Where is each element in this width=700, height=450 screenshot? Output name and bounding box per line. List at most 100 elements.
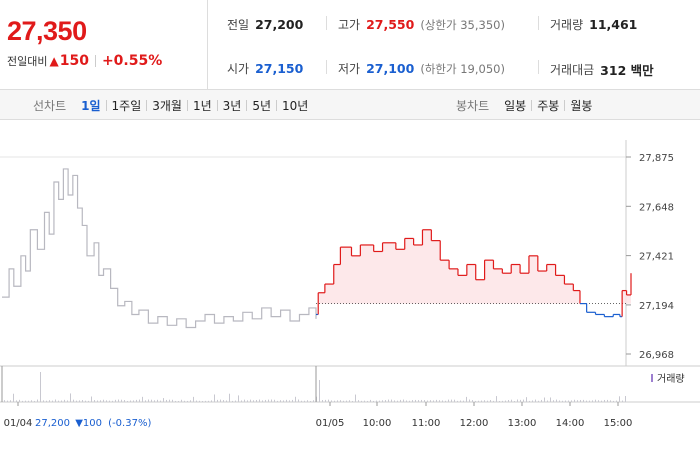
volume-bar (604, 399, 605, 402)
volume-bar (19, 399, 20, 402)
volume-bar (349, 400, 350, 402)
volume-bar (481, 400, 482, 402)
volume-bar (571, 400, 572, 402)
volume-bar (211, 400, 212, 402)
x-tick-label: 01/04 (4, 418, 33, 429)
volume-bar (553, 400, 554, 402)
volume-bar (43, 400, 44, 402)
tab-3m[interactable]: 3개월 (152, 98, 182, 113)
volume-bar (103, 399, 104, 402)
volume-bar (580, 399, 581, 402)
stat-volume: 거래량 11,461 (550, 17, 638, 32)
volume-bar (241, 400, 242, 402)
divider (538, 60, 539, 74)
volume-bar (190, 400, 191, 402)
volume-bar (229, 393, 230, 402)
candle-chart-tabs: 봉차트 일봉 주봉 월봉 (456, 90, 597, 120)
volume-bar (589, 400, 590, 402)
volume-bar (394, 400, 395, 402)
divider (105, 99, 107, 111)
volume-bar (457, 400, 458, 402)
stat-amount: 거래대금 312 백만 (550, 63, 654, 78)
volume-bar (10, 400, 11, 402)
volume-bar (427, 400, 428, 402)
volume-bar (322, 400, 323, 402)
volume-bar (154, 400, 155, 402)
volume-bar (385, 400, 386, 402)
volume-bar (616, 400, 617, 402)
volume-bar (166, 399, 167, 402)
volume-bar (130, 400, 131, 402)
tab-monthly[interactable]: 월봉 (570, 98, 593, 113)
volume-bar (613, 400, 614, 402)
volume-bar (496, 396, 497, 402)
volume-bar (157, 399, 158, 402)
volume-bar (100, 400, 101, 402)
volume-bar (607, 399, 608, 402)
volume-bar (133, 400, 134, 402)
volume-bar (13, 393, 14, 402)
stats-panel: 전일 27,200 고가 27,550 (상한가 35,350) 거래량 11,… (208, 0, 700, 90)
volume-bar (583, 399, 584, 402)
volume-bar (208, 400, 209, 402)
volume-bar (196, 400, 197, 402)
volume-bar (586, 400, 587, 402)
volume-bar (334, 400, 335, 402)
volume-bar (34, 400, 35, 402)
volume-bar (598, 400, 599, 402)
volume-bar (310, 400, 311, 402)
tab-10y[interactable]: 10년 (282, 98, 309, 113)
volume-bar (355, 394, 356, 402)
volume-bar (448, 399, 449, 402)
volume-bar (442, 400, 443, 402)
volume-bar (550, 397, 551, 402)
volume-bar (331, 400, 332, 402)
volume-bar (328, 399, 329, 402)
prev-day-line (2, 168, 317, 329)
stat-open: 시가 27,150 (227, 61, 304, 76)
divider (326, 16, 327, 30)
tab-1d[interactable]: 1일 (81, 98, 101, 113)
volume-bar (562, 400, 563, 402)
volume-bar (490, 400, 491, 402)
tab-1y[interactable]: 1년 (192, 98, 212, 113)
volume-bar (76, 400, 77, 402)
tab-daily[interactable]: 일봉 (504, 98, 527, 113)
volume-bar (214, 394, 215, 402)
tab-weekly[interactable]: 주봉 (537, 98, 560, 113)
volume-bar (382, 400, 383, 402)
volume-bar (199, 400, 200, 402)
tab-5y[interactable]: 5년 (252, 98, 272, 113)
volume-bar (439, 400, 440, 402)
prev-day-summary: 27,200 ▼100 (-0.37%) (35, 418, 151, 429)
volume-bar (82, 400, 83, 402)
volume-bar (502, 400, 503, 402)
volume-bar (259, 399, 260, 402)
volume-bar (88, 400, 89, 402)
volume-bar (112, 400, 113, 402)
volume-bar (445, 400, 446, 402)
current-price: 27,350 (7, 16, 87, 46)
volume-bar (280, 400, 281, 402)
volume-legend: 거래량 (657, 373, 685, 385)
volume-bar (49, 400, 50, 402)
volume-bar (85, 400, 86, 402)
volume-bar (451, 399, 452, 402)
volume-bar (232, 400, 233, 402)
volume-bar (364, 400, 365, 402)
volume-bar (484, 400, 485, 402)
divider (94, 55, 96, 67)
stat-low: 저가 27,100 (하한가 19,050) (338, 61, 505, 76)
volume-bar (193, 396, 194, 402)
volume-bar (544, 397, 545, 402)
change-value: 150 (59, 53, 89, 69)
volume-bar (313, 400, 314, 402)
volume-bar (52, 400, 53, 402)
tab-3y[interactable]: 3년 (222, 98, 242, 113)
tab-1w[interactable]: 1주일 (111, 98, 142, 113)
volume-legend-swatch (651, 374, 653, 382)
volume-bar (535, 399, 536, 402)
volume-bar (487, 400, 488, 402)
volume-bar (73, 399, 74, 402)
volume-bar (541, 399, 542, 402)
